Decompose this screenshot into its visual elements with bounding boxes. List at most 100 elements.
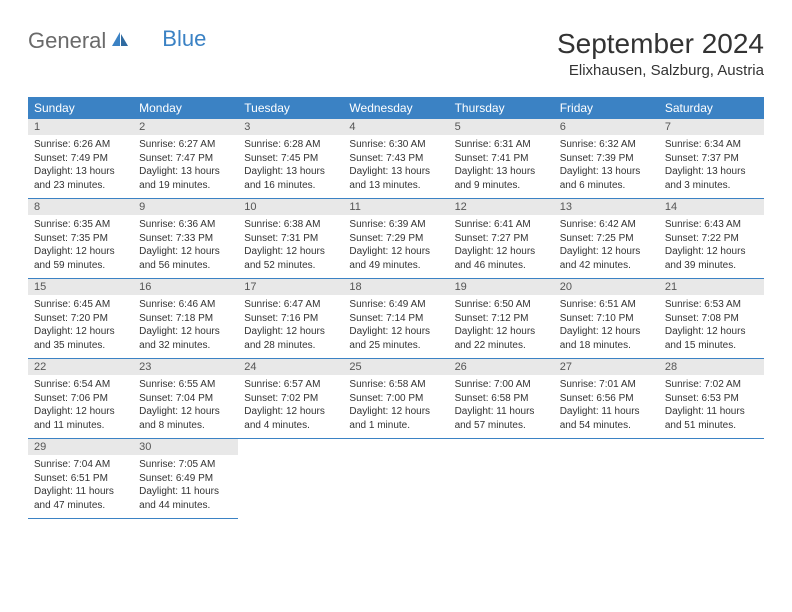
day-cell: 4Sunrise: 6:30 AMSunset: 7:43 PMDaylight… <box>343 119 448 199</box>
day-line-d2: and 19 minutes. <box>139 179 232 193</box>
day-line-sr: Sunrise: 6:30 AM <box>349 138 442 152</box>
day-line-ss: Sunset: 7:41 PM <box>455 152 548 166</box>
empty-day <box>659 439 764 517</box>
day-line-sr: Sunrise: 6:46 AM <box>139 298 232 312</box>
day-cell-container: 26Sunrise: 7:00 AMSunset: 6:58 PMDayligh… <box>449 359 554 439</box>
page-header: General Blue September 2024 Elixhausen, … <box>28 28 764 79</box>
day-number: 14 <box>659 199 764 215</box>
day-cell-container: 5Sunrise: 6:31 AMSunset: 7:41 PMDaylight… <box>449 119 554 199</box>
day-line-d2: and 47 minutes. <box>34 499 127 513</box>
day-line-ss: Sunset: 7:43 PM <box>349 152 442 166</box>
day-line-d2: and 46 minutes. <box>455 259 548 273</box>
day-cell: 28Sunrise: 7:02 AMSunset: 6:53 PMDayligh… <box>659 359 764 439</box>
day-line-d2: and 13 minutes. <box>349 179 442 193</box>
day-line-d2: and 6 minutes. <box>560 179 653 193</box>
empty-day <box>343 439 448 517</box>
day-cell-container: 1Sunrise: 6:26 AMSunset: 7:49 PMDaylight… <box>28 119 133 199</box>
day-line-sr: Sunrise: 6:28 AM <box>244 138 337 152</box>
day-line-d1: Daylight: 12 hours <box>560 325 653 339</box>
day-number: 12 <box>449 199 554 215</box>
day-number: 7 <box>659 119 764 135</box>
day-number: 11 <box>343 199 448 215</box>
day-cell-container: 7Sunrise: 6:34 AMSunset: 7:37 PMDaylight… <box>659 119 764 199</box>
day-line-sr: Sunrise: 6:39 AM <box>349 218 442 232</box>
day-number: 10 <box>238 199 343 215</box>
day-number: 6 <box>554 119 659 135</box>
day-line-ss: Sunset: 7:10 PM <box>560 312 653 326</box>
day-details: Sunrise: 7:02 AMSunset: 6:53 PMDaylight:… <box>659 375 764 434</box>
day-cell: 8Sunrise: 6:35 AMSunset: 7:35 PMDaylight… <box>28 199 133 279</box>
day-number: 23 <box>133 359 238 375</box>
day-number: 15 <box>28 279 133 295</box>
day-line-d2: and 49 minutes. <box>349 259 442 273</box>
day-cell: 29Sunrise: 7:04 AMSunset: 6:51 PMDayligh… <box>28 439 133 519</box>
day-details: Sunrise: 6:28 AMSunset: 7:45 PMDaylight:… <box>238 135 343 194</box>
day-line-d2: and 57 minutes. <box>455 419 548 433</box>
day-line-sr: Sunrise: 6:38 AM <box>244 218 337 232</box>
day-line-d1: Daylight: 13 hours <box>455 165 548 179</box>
day-details: Sunrise: 6:54 AMSunset: 7:06 PMDaylight:… <box>28 375 133 434</box>
day-details: Sunrise: 6:38 AMSunset: 7:31 PMDaylight:… <box>238 215 343 274</box>
day-line-ss: Sunset: 6:56 PM <box>560 392 653 406</box>
day-cell-container: 25Sunrise: 6:58 AMSunset: 7:00 PMDayligh… <box>343 359 448 439</box>
day-line-sr: Sunrise: 7:02 AM <box>665 378 758 392</box>
day-line-sr: Sunrise: 6:47 AM <box>244 298 337 312</box>
day-line-sr: Sunrise: 6:26 AM <box>34 138 127 152</box>
day-line-d1: Daylight: 12 hours <box>34 405 127 419</box>
day-details: Sunrise: 6:35 AMSunset: 7:35 PMDaylight:… <box>28 215 133 274</box>
day-line-sr: Sunrise: 6:58 AM <box>349 378 442 392</box>
weekday-header: Wednesday <box>343 97 448 119</box>
day-cell: 25Sunrise: 6:58 AMSunset: 7:00 PMDayligh… <box>343 359 448 439</box>
day-line-sr: Sunrise: 6:43 AM <box>665 218 758 232</box>
day-details: Sunrise: 6:51 AMSunset: 7:10 PMDaylight:… <box>554 295 659 354</box>
day-line-sr: Sunrise: 6:49 AM <box>349 298 442 312</box>
day-details: Sunrise: 7:05 AMSunset: 6:49 PMDaylight:… <box>133 455 238 514</box>
day-line-d1: Daylight: 12 hours <box>34 325 127 339</box>
day-line-d1: Daylight: 12 hours <box>139 245 232 259</box>
day-cell: 13Sunrise: 6:42 AMSunset: 7:25 PMDayligh… <box>554 199 659 279</box>
day-number: 19 <box>449 279 554 295</box>
day-cell-container: 18Sunrise: 6:49 AMSunset: 7:14 PMDayligh… <box>343 279 448 359</box>
day-line-d2: and 8 minutes. <box>139 419 232 433</box>
day-line-ss: Sunset: 7:04 PM <box>139 392 232 406</box>
day-line-sr: Sunrise: 6:32 AM <box>560 138 653 152</box>
month-title: September 2024 <box>557 28 764 60</box>
day-line-d1: Daylight: 12 hours <box>665 245 758 259</box>
day-line-d2: and 15 minutes. <box>665 339 758 353</box>
day-line-sr: Sunrise: 6:42 AM <box>560 218 653 232</box>
day-line-d2: and 56 minutes. <box>139 259 232 273</box>
day-line-sr: Sunrise: 6:53 AM <box>665 298 758 312</box>
day-cell: 24Sunrise: 6:57 AMSunset: 7:02 PMDayligh… <box>238 359 343 439</box>
day-line-ss: Sunset: 7:22 PM <box>665 232 758 246</box>
day-number: 13 <box>554 199 659 215</box>
day-line-d2: and 59 minutes. <box>34 259 127 273</box>
day-line-d1: Daylight: 11 hours <box>139 485 232 499</box>
day-details: Sunrise: 6:26 AMSunset: 7:49 PMDaylight:… <box>28 135 133 194</box>
day-line-sr: Sunrise: 6:51 AM <box>560 298 653 312</box>
day-line-ss: Sunset: 6:51 PM <box>34 472 127 486</box>
location-text: Elixhausen, Salzburg, Austria <box>557 62 764 79</box>
day-details: Sunrise: 6:47 AMSunset: 7:16 PMDaylight:… <box>238 295 343 354</box>
day-line-d2: and 54 minutes. <box>560 419 653 433</box>
day-line-d2: and 28 minutes. <box>244 339 337 353</box>
day-details: Sunrise: 6:42 AMSunset: 7:25 PMDaylight:… <box>554 215 659 274</box>
logo-text-blue: Blue <box>162 26 206 52</box>
week-row: 15Sunrise: 6:45 AMSunset: 7:20 PMDayligh… <box>28 279 764 359</box>
calendar-page: General Blue September 2024 Elixhausen, … <box>0 0 792 539</box>
day-line-d1: Daylight: 12 hours <box>455 245 548 259</box>
weekday-header: Monday <box>133 97 238 119</box>
day-line-d1: Daylight: 13 hours <box>349 165 442 179</box>
empty-day <box>449 439 554 517</box>
day-number: 18 <box>343 279 448 295</box>
day-line-sr: Sunrise: 7:00 AM <box>455 378 548 392</box>
day-line-ss: Sunset: 7:29 PM <box>349 232 442 246</box>
day-cell-container <box>449 439 554 519</box>
day-line-ss: Sunset: 6:58 PM <box>455 392 548 406</box>
day-number: 29 <box>28 439 133 455</box>
day-line-ss: Sunset: 6:49 PM <box>139 472 232 486</box>
day-cell-container: 29Sunrise: 7:04 AMSunset: 6:51 PMDayligh… <box>28 439 133 519</box>
day-line-d1: Daylight: 13 hours <box>139 165 232 179</box>
calendar-body: 1Sunrise: 6:26 AMSunset: 7:49 PMDaylight… <box>28 119 764 519</box>
day-line-d1: Daylight: 13 hours <box>665 165 758 179</box>
day-line-sr: Sunrise: 7:04 AM <box>34 458 127 472</box>
